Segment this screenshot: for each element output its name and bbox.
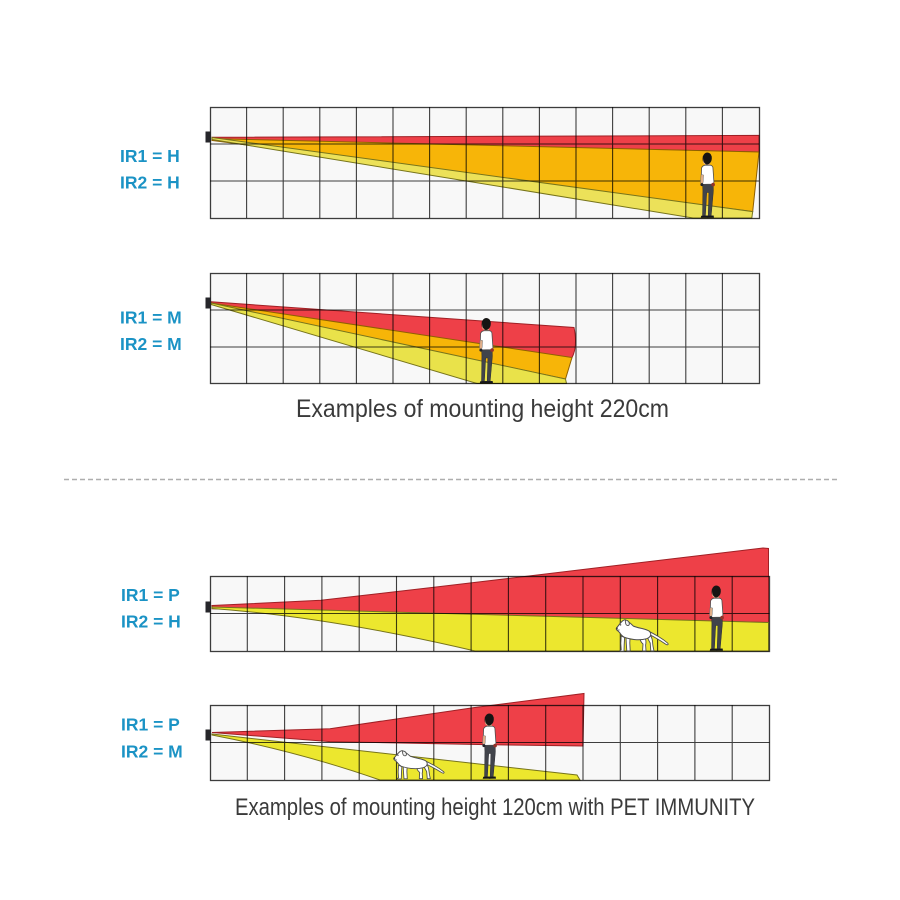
svg-text:Examples of mounting height 22: Examples of mounting height 220cm (296, 395, 669, 423)
svg-text:IR2 = M: IR2 = M (120, 334, 182, 354)
svg-text:IR2 = H: IR2 = H (121, 612, 181, 632)
svg-text:IR2 = M: IR2 = M (121, 742, 183, 762)
svg-text:IR1 = M: IR1 = M (120, 308, 182, 328)
svg-text:Examples of mounting height 12: Examples of mounting height 120cm with P… (235, 794, 755, 821)
svg-text:IR1 = H: IR1 = H (120, 146, 180, 166)
svg-text:IR2 = H: IR2 = H (120, 173, 180, 193)
svg-text:IR1 = P: IR1 = P (121, 715, 180, 735)
svg-text:IR1 = P: IR1 = P (121, 585, 180, 605)
